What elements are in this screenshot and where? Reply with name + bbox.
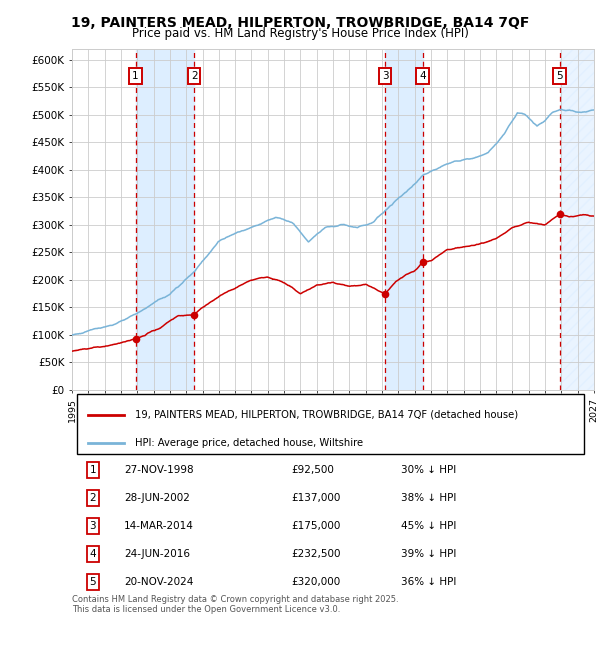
Text: 14-MAR-2014: 14-MAR-2014 bbox=[124, 521, 194, 531]
Text: 5: 5 bbox=[89, 577, 96, 587]
Text: 5: 5 bbox=[556, 72, 563, 81]
Text: 3: 3 bbox=[382, 72, 389, 81]
Text: £175,000: £175,000 bbox=[291, 521, 341, 531]
Text: £92,500: £92,500 bbox=[291, 465, 334, 475]
Text: 2: 2 bbox=[89, 493, 96, 503]
Text: 4: 4 bbox=[419, 72, 426, 81]
Text: 24-JUN-2016: 24-JUN-2016 bbox=[124, 549, 190, 559]
Bar bbox=[136, 49, 194, 390]
Text: 45% ↓ HPI: 45% ↓ HPI bbox=[401, 521, 456, 531]
Text: £320,000: £320,000 bbox=[291, 577, 340, 587]
Text: 30% ↓ HPI: 30% ↓ HPI bbox=[401, 465, 456, 475]
Text: 27-NOV-1998: 27-NOV-1998 bbox=[124, 465, 194, 475]
Text: 4: 4 bbox=[89, 549, 96, 559]
Text: £232,500: £232,500 bbox=[291, 549, 341, 559]
Text: HPI: Average price, detached house, Wiltshire: HPI: Average price, detached house, Wilt… bbox=[134, 438, 363, 448]
Text: £137,000: £137,000 bbox=[291, 493, 341, 503]
Text: 1: 1 bbox=[133, 72, 139, 81]
Text: 36% ↓ HPI: 36% ↓ HPI bbox=[401, 577, 456, 587]
Bar bbox=[385, 49, 422, 390]
Text: 19, PAINTERS MEAD, HILPERTON, TROWBRIDGE, BA14 7QF: 19, PAINTERS MEAD, HILPERTON, TROWBRIDGE… bbox=[71, 16, 529, 31]
Text: 38% ↓ HPI: 38% ↓ HPI bbox=[401, 493, 456, 503]
Text: 28-JUN-2002: 28-JUN-2002 bbox=[124, 493, 190, 503]
Text: 19, PAINTERS MEAD, HILPERTON, TROWBRIDGE, BA14 7QF (detached house): 19, PAINTERS MEAD, HILPERTON, TROWBRIDGE… bbox=[134, 410, 518, 420]
Text: 1: 1 bbox=[89, 465, 96, 475]
Text: 2: 2 bbox=[191, 72, 197, 81]
Text: 3: 3 bbox=[89, 521, 96, 531]
Bar bbox=[560, 49, 594, 390]
FancyBboxPatch shape bbox=[77, 394, 584, 454]
Text: 39% ↓ HPI: 39% ↓ HPI bbox=[401, 549, 456, 559]
Text: Contains HM Land Registry data © Crown copyright and database right 2025.
This d: Contains HM Land Registry data © Crown c… bbox=[72, 595, 398, 614]
Text: 20-NOV-2024: 20-NOV-2024 bbox=[124, 577, 194, 587]
Text: Price paid vs. HM Land Registry's House Price Index (HPI): Price paid vs. HM Land Registry's House … bbox=[131, 27, 469, 40]
